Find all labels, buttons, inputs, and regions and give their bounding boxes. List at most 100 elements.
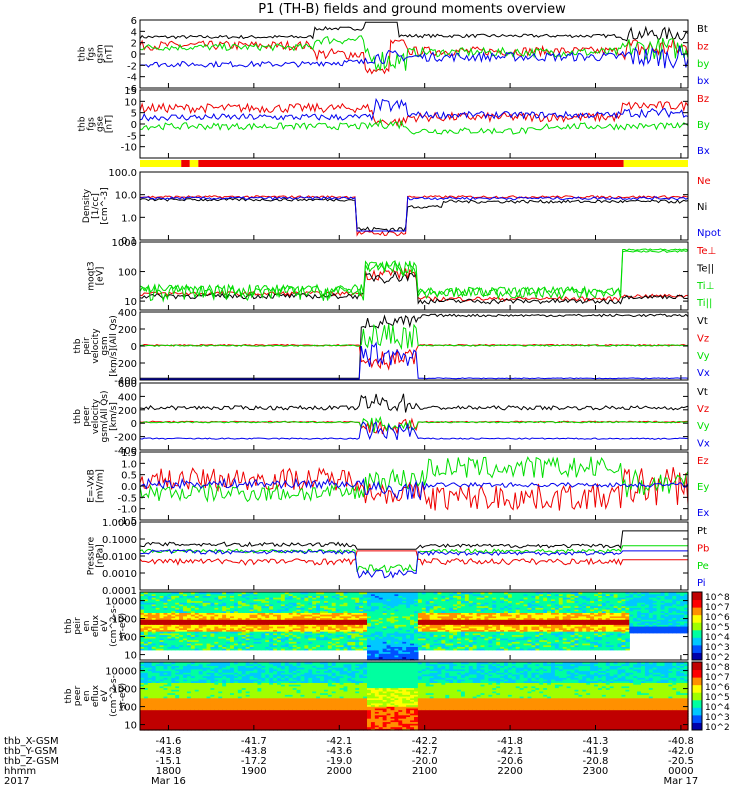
spectrogram-cell: [186, 632, 192, 636]
spectrogram-cell: [269, 643, 274, 646]
spectrogram-cell: [457, 615, 462, 619]
spectrogram-cell: [186, 607, 192, 610]
spectrogram-cell: [558, 620, 564, 624]
spectrogram-cell: [378, 624, 384, 627]
spectrogram-cell: [280, 593, 286, 596]
spectrogram-cell: [566, 605, 572, 608]
spectrogram-cell: [617, 603, 623, 607]
spectrogram-cell: [515, 648, 521, 651]
spectrogram-cell: [680, 631, 685, 634]
spectrogram-cell: [140, 609, 145, 612]
spectrogram-cell: [206, 605, 212, 608]
spectrogram-cell: [601, 637, 607, 641]
spectrogram-cell: [394, 610, 399, 613]
spectrogram-cell: [480, 626, 486, 629]
spectrogram-cell: [519, 643, 525, 646]
spectrogram-cell: [206, 612, 212, 615]
spectrogram-cell: [637, 614, 642, 617]
spectrogram-cell: [190, 592, 196, 595]
spectrogram-cell: [449, 632, 454, 636]
spectrogram-cell: [304, 646, 309, 649]
spectrogram-cell: [511, 644, 517, 647]
spectrogram-cell: [468, 612, 474, 615]
spectrogram-cell: [198, 627, 204, 630]
spectrogram-cell: [390, 624, 396, 627]
spectrogram-cell: [515, 598, 521, 602]
spectrogram-cell: [617, 602, 623, 605]
spectrogram-cell: [312, 609, 317, 612]
spectrogram-cell: [500, 641, 505, 644]
spectrogram-cell: [417, 646, 423, 649]
spectrogram-cell: [230, 614, 235, 617]
spectrogram-cell: [292, 609, 298, 612]
spectrogram-cell: [163, 639, 168, 642]
spectrogram-cell: [511, 595, 517, 598]
spectrogram-cell: [476, 607, 482, 610]
spectrogram-cell: [273, 622, 278, 625]
spectrogram-cell: [140, 597, 145, 600]
spectrogram-cell: [323, 622, 329, 625]
spectrogram-cell: [480, 592, 486, 595]
spectrogram-cell: [214, 614, 219, 617]
spectrogram-cell: [648, 605, 654, 608]
y-label-line: fgs: [87, 47, 97, 61]
spectrogram-cell: [425, 639, 431, 642]
spectrogram-cell: [402, 624, 407, 627]
spectrogram-cell: [433, 603, 439, 607]
spectrogram-cell: [652, 624, 658, 627]
spectrogram-cell: [367, 617, 372, 620]
spectrogram-cell: [531, 619, 536, 622]
spectrogram-cell: [531, 609, 536, 612]
spectrogram-cell: [597, 603, 603, 607]
spectrogram-cell: [648, 627, 654, 630]
spectrogram-cell: [186, 617, 192, 620]
spectrogram-cell: [296, 624, 302, 627]
spectrogram-cell: [539, 610, 544, 613]
spectrogram-cell: [269, 609, 274, 612]
spectrogram-cell: [617, 605, 623, 608]
spectrogram-cell: [390, 609, 396, 612]
spectrogram-cell: [351, 631, 356, 634]
spectrogram-cell: [378, 617, 384, 620]
spectrogram-cell: [253, 639, 259, 642]
spectrogram-cell: [143, 597, 149, 600]
spectrogram-cell: [370, 592, 376, 595]
spectrogram-cell: [249, 646, 255, 649]
y-tick-label: 0: [131, 342, 137, 353]
spectrogram-cell: [566, 644, 572, 647]
spectrogram-cell: [410, 631, 415, 634]
spectrogram-cell: [386, 648, 392, 651]
y-tick-label: 10: [124, 97, 137, 108]
spectrogram-cell: [562, 641, 568, 644]
spectrogram-cell: [355, 612, 360, 615]
legend-label-Vy: Vy: [697, 351, 710, 362]
spectrogram-cell: [582, 634, 587, 637]
spectrogram-cell: [233, 593, 239, 596]
spectrogram-cell: [457, 639, 462, 642]
spectrogram-cell: [194, 612, 200, 615]
spectrogram-cell: [515, 592, 521, 595]
spectrogram-cell: [594, 597, 599, 600]
spectrogram-cell: [578, 592, 583, 595]
spectrogram-cell: [284, 609, 290, 612]
spectrogram-cell: [316, 624, 321, 627]
spectrogram-cell: [613, 610, 619, 613]
spectrogram-cell: [429, 614, 435, 617]
spectrogram-cell: [382, 598, 388, 602]
spectrogram-cell: [554, 632, 560, 636]
spectrogram-cell: [347, 622, 352, 625]
spectrogram-cell: [249, 620, 255, 624]
spectrogram-cell: [652, 629, 658, 632]
spectrogram-cell: [539, 646, 544, 649]
spectrogram-cell: [468, 602, 474, 605]
spectrogram-cell: [226, 593, 231, 596]
spectrogram-cell: [241, 603, 247, 607]
spectrogram-cell: [492, 595, 497, 598]
spectrogram-cell: [410, 644, 415, 647]
spectrogram-cell: [441, 631, 446, 634]
spectrogram-cell: [183, 646, 188, 649]
y-tick-label: 10.0: [115, 191, 137, 202]
spectrogram-cell: [527, 595, 533, 598]
spectrogram-cell: [562, 624, 568, 627]
spectrogram-cell: [578, 619, 583, 622]
